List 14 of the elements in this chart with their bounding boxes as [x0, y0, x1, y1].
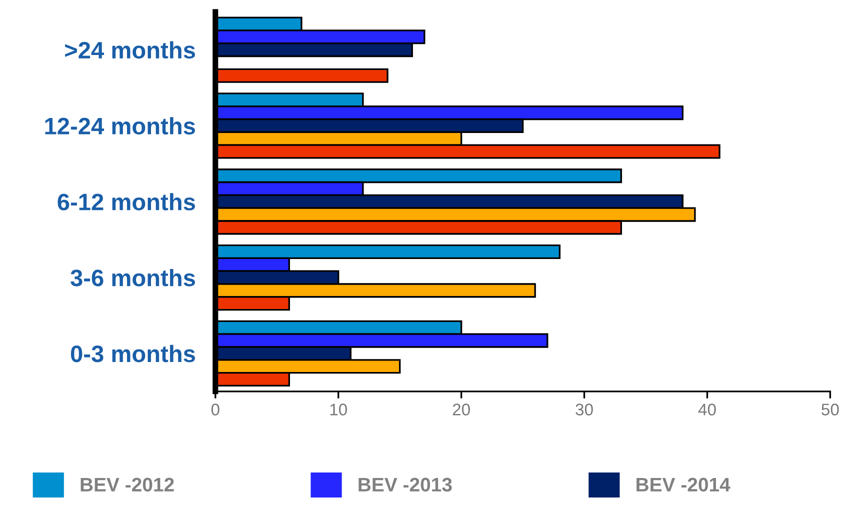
- legend-label: BEV -2012: [80, 478, 174, 492]
- x-tick-label: 50: [822, 404, 839, 416]
- y-tick-label: >24 months: [65, 41, 195, 59]
- y-tick-label: 6-12 months: [58, 193, 195, 210]
- legend-label: BEV -2013: [358, 478, 452, 492]
- x-tick-label: 20: [452, 404, 470, 416]
- x-tick-label: 40: [698, 404, 716, 416]
- x-tick-label: 30: [576, 404, 593, 416]
- legend-label: BEV -2014: [636, 478, 730, 492]
- x-tick-label: 0: [211, 404, 220, 416]
- y-tick-label: 12-24 months: [45, 117, 195, 134]
- x-tick-label: 10: [330, 404, 347, 416]
- y-tick-label: 0-3 months: [70, 344, 195, 362]
- y-tick-label: 3-6 months: [70, 268, 195, 286]
